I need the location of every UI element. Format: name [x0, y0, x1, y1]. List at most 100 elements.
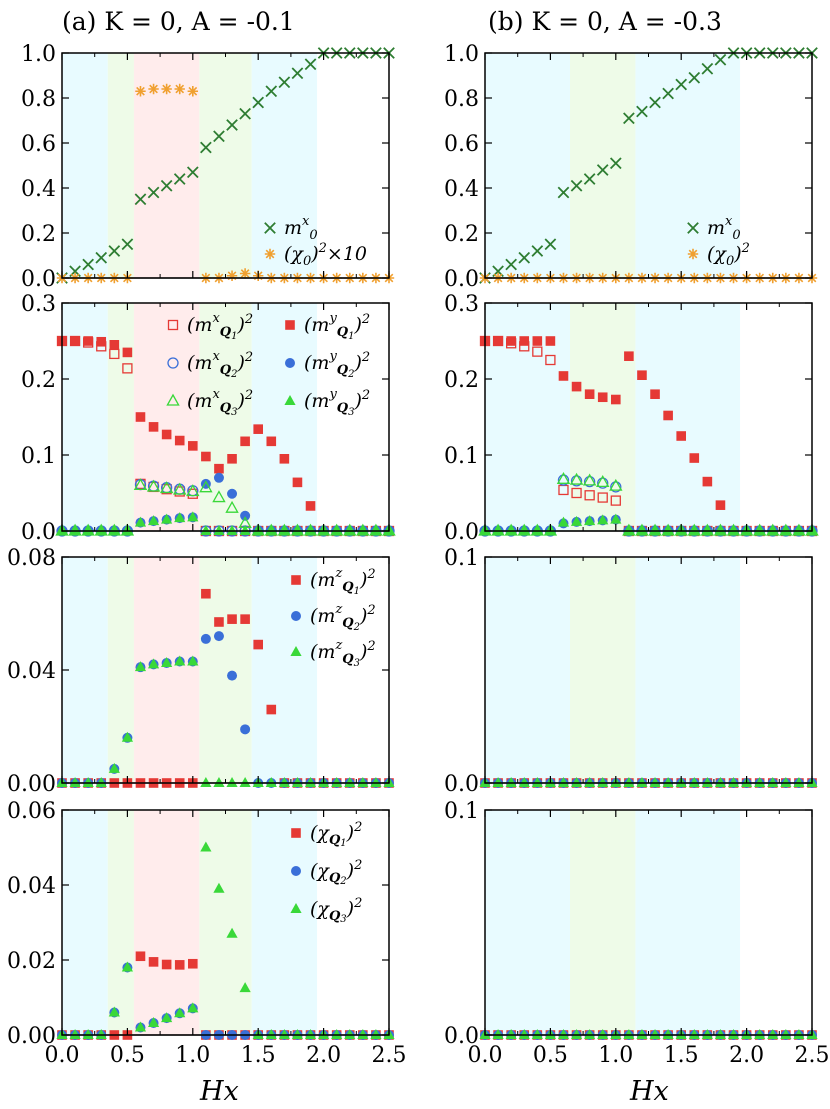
data-point — [227, 454, 237, 464]
data-point — [610, 495, 621, 506]
data-point — [148, 422, 159, 432]
x-tick-label: 1.5 — [241, 1043, 276, 1068]
data-point — [69, 525, 81, 535]
data-point — [133, 478, 148, 491]
legend-marker — [291, 828, 301, 838]
data-point — [200, 525, 212, 535]
title-b: (b) K = 0, A = -0.3 — [488, 7, 722, 36]
data-point — [701, 525, 713, 535]
panel-b2: 0.0 0.1 0.2 0.3 — [444, 292, 819, 545]
y-tick-label: 0.4 — [444, 177, 479, 202]
data-point — [199, 480, 213, 493]
data-point — [213, 777, 225, 787]
data-point — [506, 336, 516, 346]
region-band — [62, 557, 108, 783]
legend-marker — [285, 320, 295, 330]
data-point — [82, 258, 94, 271]
data-point — [688, 71, 701, 84]
data-point — [227, 614, 237, 624]
region-band — [251, 53, 318, 278]
data-point — [265, 1029, 277, 1039]
legend-label: (myQ3)2 — [304, 387, 370, 418]
legend-label: (χQ1)2 — [310, 820, 362, 849]
data-point — [240, 724, 251, 735]
data-point — [331, 1029, 343, 1039]
data-point — [611, 394, 621, 405]
legend-label: (mzQ1)2 — [310, 566, 376, 597]
data-point — [780, 777, 792, 787]
y-tick-label: 0.2 — [21, 222, 56, 247]
region-band — [62, 810, 108, 1035]
data-point — [159, 481, 174, 494]
y-tick-label: 0.04 — [7, 659, 56, 684]
data-point — [265, 525, 277, 535]
region-band — [485, 53, 571, 278]
data-point — [108, 762, 120, 773]
data-point — [584, 389, 595, 399]
data-point — [186, 166, 199, 179]
y-tick-label: 0.2 — [21, 368, 56, 393]
data-point — [518, 777, 530, 787]
data-point — [161, 513, 173, 524]
data-point — [226, 270, 238, 281]
data-point — [714, 525, 727, 535]
data-point — [239, 525, 251, 535]
data-point — [571, 381, 582, 392]
data-point — [82, 1029, 94, 1039]
data-point — [505, 1029, 517, 1039]
data-point — [266, 436, 277, 447]
legend-marker — [687, 222, 699, 234]
data-point — [213, 882, 225, 893]
x-tick-label: 1.0 — [175, 1043, 210, 1068]
data-point — [624, 351, 634, 361]
data-point — [714, 1029, 727, 1039]
data-point — [597, 477, 609, 489]
data-point — [121, 731, 133, 742]
data-point — [331, 777, 343, 787]
y-tick-label: 0.0 — [21, 520, 56, 545]
data-point — [584, 777, 596, 787]
y-tick-label: 0.06 — [7, 799, 56, 824]
data-point — [793, 777, 805, 787]
data-point — [188, 958, 198, 969]
data-point — [505, 525, 517, 535]
data-point — [701, 62, 714, 75]
data-point — [200, 777, 212, 787]
data-point — [636, 777, 648, 787]
data-point — [213, 525, 225, 535]
data-point — [266, 704, 277, 715]
legend-marker — [285, 358, 295, 368]
data-point — [370, 525, 382, 535]
series-(χQ3)2 — [56, 841, 395, 1039]
legend-marker — [167, 357, 179, 369]
data-point — [304, 777, 317, 787]
y-tick-label: 1.0 — [21, 42, 56, 67]
region-band — [107, 810, 134, 1035]
data-point — [767, 525, 779, 535]
data-point — [187, 511, 199, 522]
data-point — [531, 1029, 543, 1039]
data-point — [291, 67, 304, 80]
data-point — [531, 245, 544, 257]
data-point — [135, 86, 146, 97]
data-point — [597, 1029, 609, 1039]
data-point — [108, 1006, 120, 1017]
data-point — [148, 957, 159, 967]
legend-label: (myQ2)2 — [304, 349, 370, 380]
y-tick-label: 0.6 — [21, 132, 56, 157]
data-point — [135, 412, 146, 422]
data-point — [173, 482, 187, 495]
legend-marker — [167, 319, 179, 331]
data-point — [292, 477, 303, 488]
data-point — [650, 389, 660, 399]
data-point — [357, 777, 369, 787]
xlabel-a: Hx — [199, 1076, 239, 1107]
region-band — [485, 810, 571, 1035]
data-point — [200, 841, 212, 852]
data-point — [188, 441, 198, 451]
data-point — [767, 1029, 779, 1039]
data-point — [69, 777, 81, 787]
data-point — [557, 1029, 570, 1039]
x-tick-label: 0.5 — [533, 1043, 568, 1068]
